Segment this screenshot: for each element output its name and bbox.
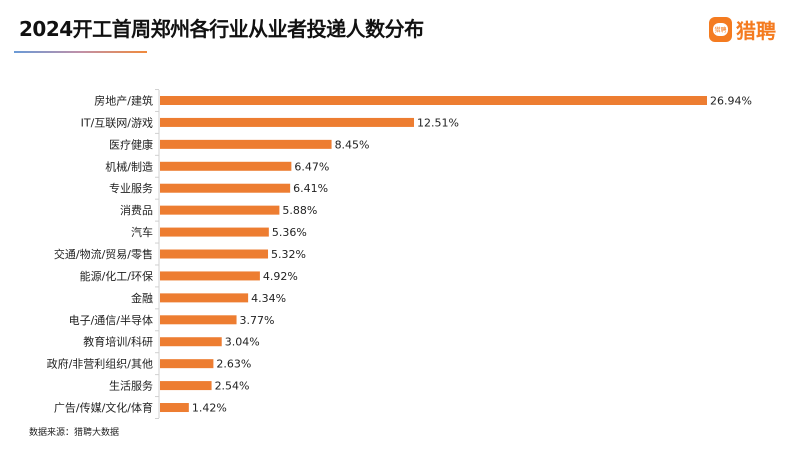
- data-source: 数据来源：猎聘大数据: [29, 428, 120, 438]
- title-underline: [14, 51, 147, 53]
- category-label: 交通/物流/贸易/零售: [54, 247, 153, 261]
- bar: [160, 117, 415, 127]
- data-label: 4.92%: [263, 270, 298, 283]
- category-label: 广告/传媒/文化/体育: [54, 401, 153, 415]
- bar: [160, 183, 291, 193]
- bar: [160, 359, 214, 369]
- bar: [160, 315, 237, 325]
- category-label: 汽车: [131, 225, 153, 239]
- category-label: 房地产/建筑: [94, 94, 153, 108]
- bar: [160, 96, 707, 105]
- data-label: 8.45%: [335, 138, 370, 151]
- category-label: 能源/化工/环保: [80, 269, 153, 283]
- category-label: IT/互联网/游戏: [81, 116, 153, 129]
- bar: [160, 249, 269, 259]
- logo-icon: 猎聘: [709, 17, 732, 42]
- data-label: 2.63%: [216, 358, 251, 371]
- data-label: 26.94%: [710, 95, 752, 108]
- bar: [160, 271, 260, 281]
- data-label: 5.88%: [282, 204, 317, 217]
- category-label: 生活服务: [109, 379, 153, 393]
- data-label: 4.34%: [251, 292, 286, 305]
- bar: [160, 403, 189, 413]
- logo-text: 猎聘: [736, 19, 776, 43]
- data-label: 3.04%: [225, 336, 260, 349]
- data-label: 6.47%: [294, 160, 329, 173]
- bar: [160, 227, 269, 237]
- bar: [160, 205, 280, 215]
- data-label: 1.42%: [192, 402, 227, 415]
- category-label: 消费品: [120, 203, 153, 217]
- bar: [160, 161, 292, 171]
- category-label: 政府/非营利组织/其他: [47, 357, 153, 371]
- data-label: 12.51%: [417, 116, 459, 129]
- bar: [160, 293, 249, 303]
- category-label: 金融: [131, 291, 153, 305]
- category-label: 专业服务: [109, 181, 153, 195]
- bar: [160, 337, 222, 347]
- liepin-logo: 猎聘 猎聘: [709, 15, 776, 44]
- page-title: 2024开工首周郑州各行业从业者投递人数分布: [19, 17, 424, 41]
- category-label: 机械/制造: [105, 159, 153, 173]
- data-label: 6.41%: [293, 182, 328, 195]
- data-label: 5.32%: [271, 248, 306, 261]
- bar: [160, 381, 212, 391]
- data-label: 2.54%: [215, 380, 250, 393]
- category-label: 教育培训/科研: [83, 335, 153, 349]
- category-label: 医疗健康: [109, 137, 153, 151]
- data-label: 5.36%: [272, 226, 307, 239]
- category-label: 电子/通信/半导体: [69, 313, 153, 327]
- data-label: 3.77%: [240, 314, 275, 327]
- bar: [160, 139, 332, 149]
